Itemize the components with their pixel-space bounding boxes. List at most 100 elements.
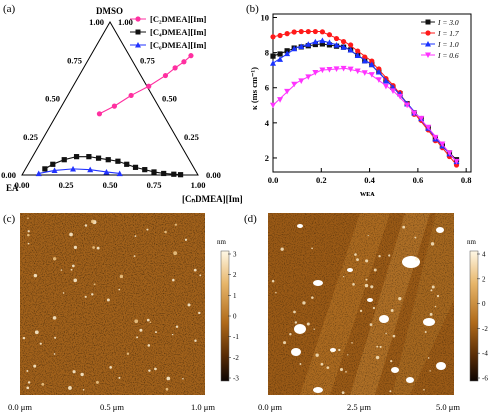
ternary-point (171, 171, 177, 177)
legend-text-c4: [C₄DMEA][Im] (150, 27, 207, 37)
ternary-left-tick: 0.75 (67, 55, 82, 65)
conductivity-point (368, 72, 375, 78)
ternary-point (51, 167, 58, 174)
afm-d-grain (398, 297, 402, 301)
legend-marker-c2 (135, 16, 141, 22)
conductivity-point (270, 53, 276, 59)
conductivity-point (397, 93, 404, 100)
afm-c-grain (149, 321, 152, 324)
afm-c-x-ticks: 0.0 μm 0.5 μm 1.0 μm (8, 402, 215, 412)
legend-marker-c6 (135, 42, 141, 48)
afm-c-grain (27, 381, 31, 384)
ternary-point (73, 154, 80, 160)
afm-c-grain (53, 353, 56, 355)
conductivity-point (319, 37, 326, 44)
afm-d-grain (389, 390, 392, 393)
conductivity-point (298, 78, 305, 85)
afm-d-grain (283, 341, 287, 345)
afm-d-x-tick: 2.5 μm (347, 402, 371, 412)
colorbar-d-unit: nm (467, 238, 477, 246)
legend-text-c6: [C₆DMEA][Im] (150, 40, 207, 50)
afm-d-grain (294, 321, 298, 324)
ternary-left-tick: 0.25 (23, 132, 38, 142)
afm-c-grain (175, 325, 179, 328)
x-tick-label: 0.2 (316, 175, 327, 185)
afm-c-grain (26, 386, 30, 390)
conductivity-point (375, 77, 382, 83)
afm-d-grain (299, 363, 302, 365)
conductivity-point (312, 38, 319, 45)
afm-c-grain (33, 364, 37, 368)
colorbar-tick-label: -2 (233, 354, 239, 362)
afm-c-grain (69, 232, 73, 237)
conductivity-point (291, 45, 298, 52)
conductivity-point (333, 35, 340, 42)
legend-text-i06: I = 0.6 (437, 51, 459, 60)
conductivity-point (284, 31, 290, 37)
afm-c-grain (119, 274, 124, 279)
afm-c-grain (84, 224, 88, 227)
conductivity-point (333, 66, 340, 73)
afm-c-grain (134, 235, 137, 238)
conductivity-point (277, 97, 284, 103)
ternary-point (87, 166, 94, 173)
afm-c-grain (27, 230, 30, 233)
afm-d-grain (330, 350, 334, 353)
y-axis-label: κ (ms cm⁻¹) (249, 67, 259, 110)
conductivity-point (354, 52, 361, 59)
afm-c-grain (52, 257, 57, 261)
ternary-point (181, 59, 187, 65)
afm-d-grain (315, 353, 319, 357)
afm-image-d (268, 213, 454, 395)
conductivity-point (340, 65, 347, 72)
conductivity-point (326, 32, 333, 38)
ternary-point (111, 103, 117, 109)
afm-d-grain (372, 306, 376, 310)
ternary-point (172, 65, 178, 71)
y-tick-label: 8 (265, 48, 269, 58)
afm-d-grain (429, 312, 433, 316)
afm-d-grain (423, 388, 425, 391)
afm-c-grain (165, 387, 169, 391)
afm-c-grain (173, 251, 178, 256)
conductivity-series (270, 28, 460, 168)
conductivity-point (404, 102, 411, 109)
conductivity-point (354, 68, 361, 75)
afm-c-grain (136, 336, 139, 339)
colorbar-tick-label: -2 (482, 325, 488, 333)
ternary-bottom-tick: 0.50 (103, 180, 118, 190)
colorbar-tick-label: 2 (482, 275, 486, 283)
conductivity-point (362, 54, 368, 60)
legend-text-i10: I = 1.0 (437, 40, 459, 49)
conductivity-chart: 0.0 0.2 0.4 0.6 0.8 2 4 6 8 10 κ (ms cm⁻¹) wᴇᴀ I … (249, 13, 472, 198)
conductivity-point (284, 50, 291, 57)
afm-c-grain (73, 245, 77, 249)
afm-d-grain (373, 268, 377, 272)
legend-text-c2: [C₂DMEA][Im] (150, 14, 207, 24)
panel-d-label: (d) (244, 213, 257, 225)
ternary-left-tick: 0.50 (45, 94, 60, 104)
afm-c-grain (84, 295, 87, 298)
afm-d-grain (415, 257, 419, 261)
ternary-point (95, 155, 102, 161)
conductivity-point (347, 66, 354, 73)
ternary-right-tick: 0.75 (140, 55, 155, 65)
ternary-point (162, 72, 169, 79)
x-tick-label: 0.6 (413, 175, 424, 185)
afm-d-grain (306, 322, 310, 326)
afm-d-grain (431, 285, 435, 289)
ternary-point (116, 170, 123, 177)
afm-d-grain (302, 301, 306, 305)
afm-d-grain (436, 294, 440, 298)
afm-d-x-tick: 0.0 μm (258, 402, 282, 412)
afm-d-grain (427, 357, 430, 359)
afm-d-island (436, 362, 446, 370)
afm-d-grain (326, 366, 330, 370)
afm-d-grain (364, 283, 369, 288)
afm-c-grain (174, 223, 178, 226)
afm-d-grain (430, 242, 435, 246)
conductivity-point (319, 29, 326, 35)
afm-c-grain (27, 242, 30, 245)
conductivity-point (312, 69, 319, 76)
